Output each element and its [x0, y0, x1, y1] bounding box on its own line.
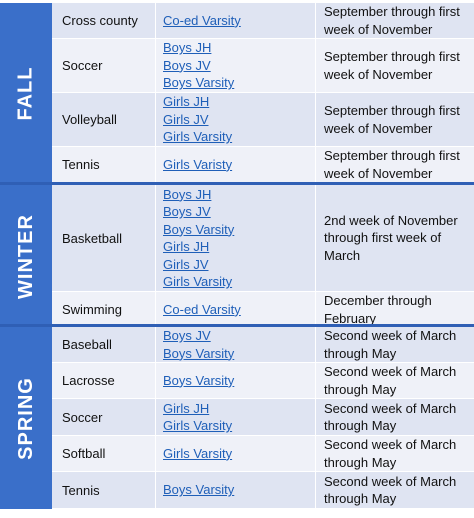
team-list: Boys JH Boys JV Boys Varsity	[156, 39, 316, 92]
season-block-winter: WINTER Basketball Boys JH Boys JV Boys Varsi…	[0, 185, 474, 328]
season-label-text: SPRING	[14, 376, 37, 460]
sport-name: Cross county	[52, 3, 156, 38]
team-link[interactable]: Boys Varsity	[163, 221, 235, 237]
season-dates: Second week of March through May	[324, 437, 457, 470]
table-row: Swimming Co-ed Varsity December through Fe…	[52, 292, 474, 328]
team-link[interactable]: Boys Varsity	[163, 372, 235, 388]
season-label: WINTER	[0, 185, 52, 328]
sport-name: Baseball	[52, 327, 156, 362]
sport-name: Volleyball	[52, 93, 156, 146]
team-link[interactable]: Girls Varsity	[163, 274, 233, 289]
sport-name: Basketball	[52, 185, 156, 291]
team-link[interactable]: Girls Varsity	[163, 445, 233, 461]
table-row: Tennis Boys Varsity Second week of March t…	[52, 472, 474, 509]
season-label: FALL	[0, 3, 52, 183]
team-link[interactable]: Co-ed Varsity	[163, 301, 241, 317]
team-link[interactable]: Girls Varsity	[163, 129, 233, 145]
team-link[interactable]: Boys JV	[163, 57, 211, 73]
season-label-text: FALL	[14, 66, 37, 120]
season-dates: Second week of March through May	[324, 364, 457, 397]
team-link[interactable]: Boys JV	[163, 328, 211, 343]
sport-name: Lacrosse	[52, 363, 156, 398]
season-block-fall: FALL Cross county Co-ed Varsity September t…	[0, 3, 474, 183]
table-row: Lacrosse Boys Varsity Second week of March…	[52, 363, 474, 399]
sport-name: Swimming	[52, 292, 156, 327]
team-link[interactable]: Girls JH	[163, 94, 210, 110]
season-rows: Cross county Co-ed Varsity September throu…	[52, 3, 474, 183]
team-list: Girls Varsity	[156, 436, 316, 471]
table-row: Tennis Girls Varisty September through fir…	[52, 147, 474, 183]
team-list: Co-ed Varsity	[156, 3, 316, 38]
season-divider	[0, 182, 474, 185]
team-link[interactable]: Boys Varsity	[163, 75, 235, 91]
season-dates: 2nd week of November through first week …	[324, 212, 458, 263]
sport-name: Tennis	[52, 472, 156, 508]
season-dates: December through February	[324, 293, 432, 326]
table-row: Basketball Boys JH Boys JV Boys Varsity Girl…	[52, 185, 474, 292]
table-row: Soccer Girls JH Girls Varsity Second week o…	[52, 399, 474, 436]
season-label-text: WINTER	[14, 214, 37, 299]
team-link[interactable]: Girls Varisty	[163, 156, 233, 172]
team-list: Girls JH Girls Varsity	[156, 399, 316, 435]
season-label: SPRING	[0, 327, 52, 509]
team-list: Boys Varsity	[156, 363, 316, 398]
team-link[interactable]: Girls JV	[163, 111, 209, 127]
season-dates: September through first week of November	[324, 103, 460, 136]
team-link[interactable]: Boys JV	[163, 204, 211, 219]
team-list: Girls Varisty	[156, 147, 316, 182]
table-row: Baseball Boys JV Boys Varsity Second week o…	[52, 327, 474, 363]
table-row: Cross county Co-ed Varsity September throu…	[52, 3, 474, 39]
team-link[interactable]: Girls JH	[163, 239, 210, 254]
table-row: Softball Girls Varsity Second week of Marc…	[52, 436, 474, 472]
sport-name: Soccer	[52, 399, 156, 435]
team-list: Boys JV Boys Varsity	[156, 327, 316, 362]
sport-name: Softball	[52, 436, 156, 471]
table-row: Soccer Boys JH Boys JV Boys Varsity Septembe…	[52, 39, 474, 93]
season-dates: September through first week of November	[324, 148, 460, 181]
team-list: Boys JH Boys JV Boys Varsity Girls JH Girls …	[156, 185, 316, 291]
team-list: Co-ed Varsity	[156, 292, 316, 327]
team-link[interactable]: Girls JH	[163, 400, 210, 416]
sport-name: Tennis	[52, 147, 156, 182]
team-list: Girls JH Girls JV Girls Varsity	[156, 93, 316, 146]
season-dates: September through first week of November	[324, 4, 460, 37]
season-block-spring: SPRING Baseball Boys JV Boys Varsity Second …	[0, 327, 474, 509]
sport-name: Soccer	[52, 39, 156, 92]
season-dates: Second week of March through May	[324, 400, 457, 434]
team-link[interactable]: Girls JV	[163, 256, 209, 272]
team-link[interactable]: Girls Varsity	[163, 418, 233, 433]
team-link[interactable]: Boys JH	[163, 186, 212, 202]
season-rows: Baseball Boys JV Boys Varsity Second week o…	[52, 327, 474, 509]
team-link[interactable]: Boys JH	[163, 40, 212, 56]
season-divider	[0, 324, 474, 327]
team-link[interactable]: Boys Varsity	[163, 345, 235, 361]
season-dates: September through first week of November	[324, 49, 460, 82]
team-link[interactable]: Boys Varsity	[163, 482, 235, 498]
team-list: Boys Varsity	[156, 472, 316, 508]
team-link[interactable]: Co-ed Varsity	[163, 12, 241, 28]
season-dates: Second week of March through May	[324, 328, 457, 361]
table-row: Volleyball Girls JH Girls JV Girls Varsity S…	[52, 93, 474, 147]
season-rows: Basketball Boys JH Boys JV Boys Varsity Girl…	[52, 185, 474, 328]
season-dates: Second week of March through May	[324, 473, 457, 507]
